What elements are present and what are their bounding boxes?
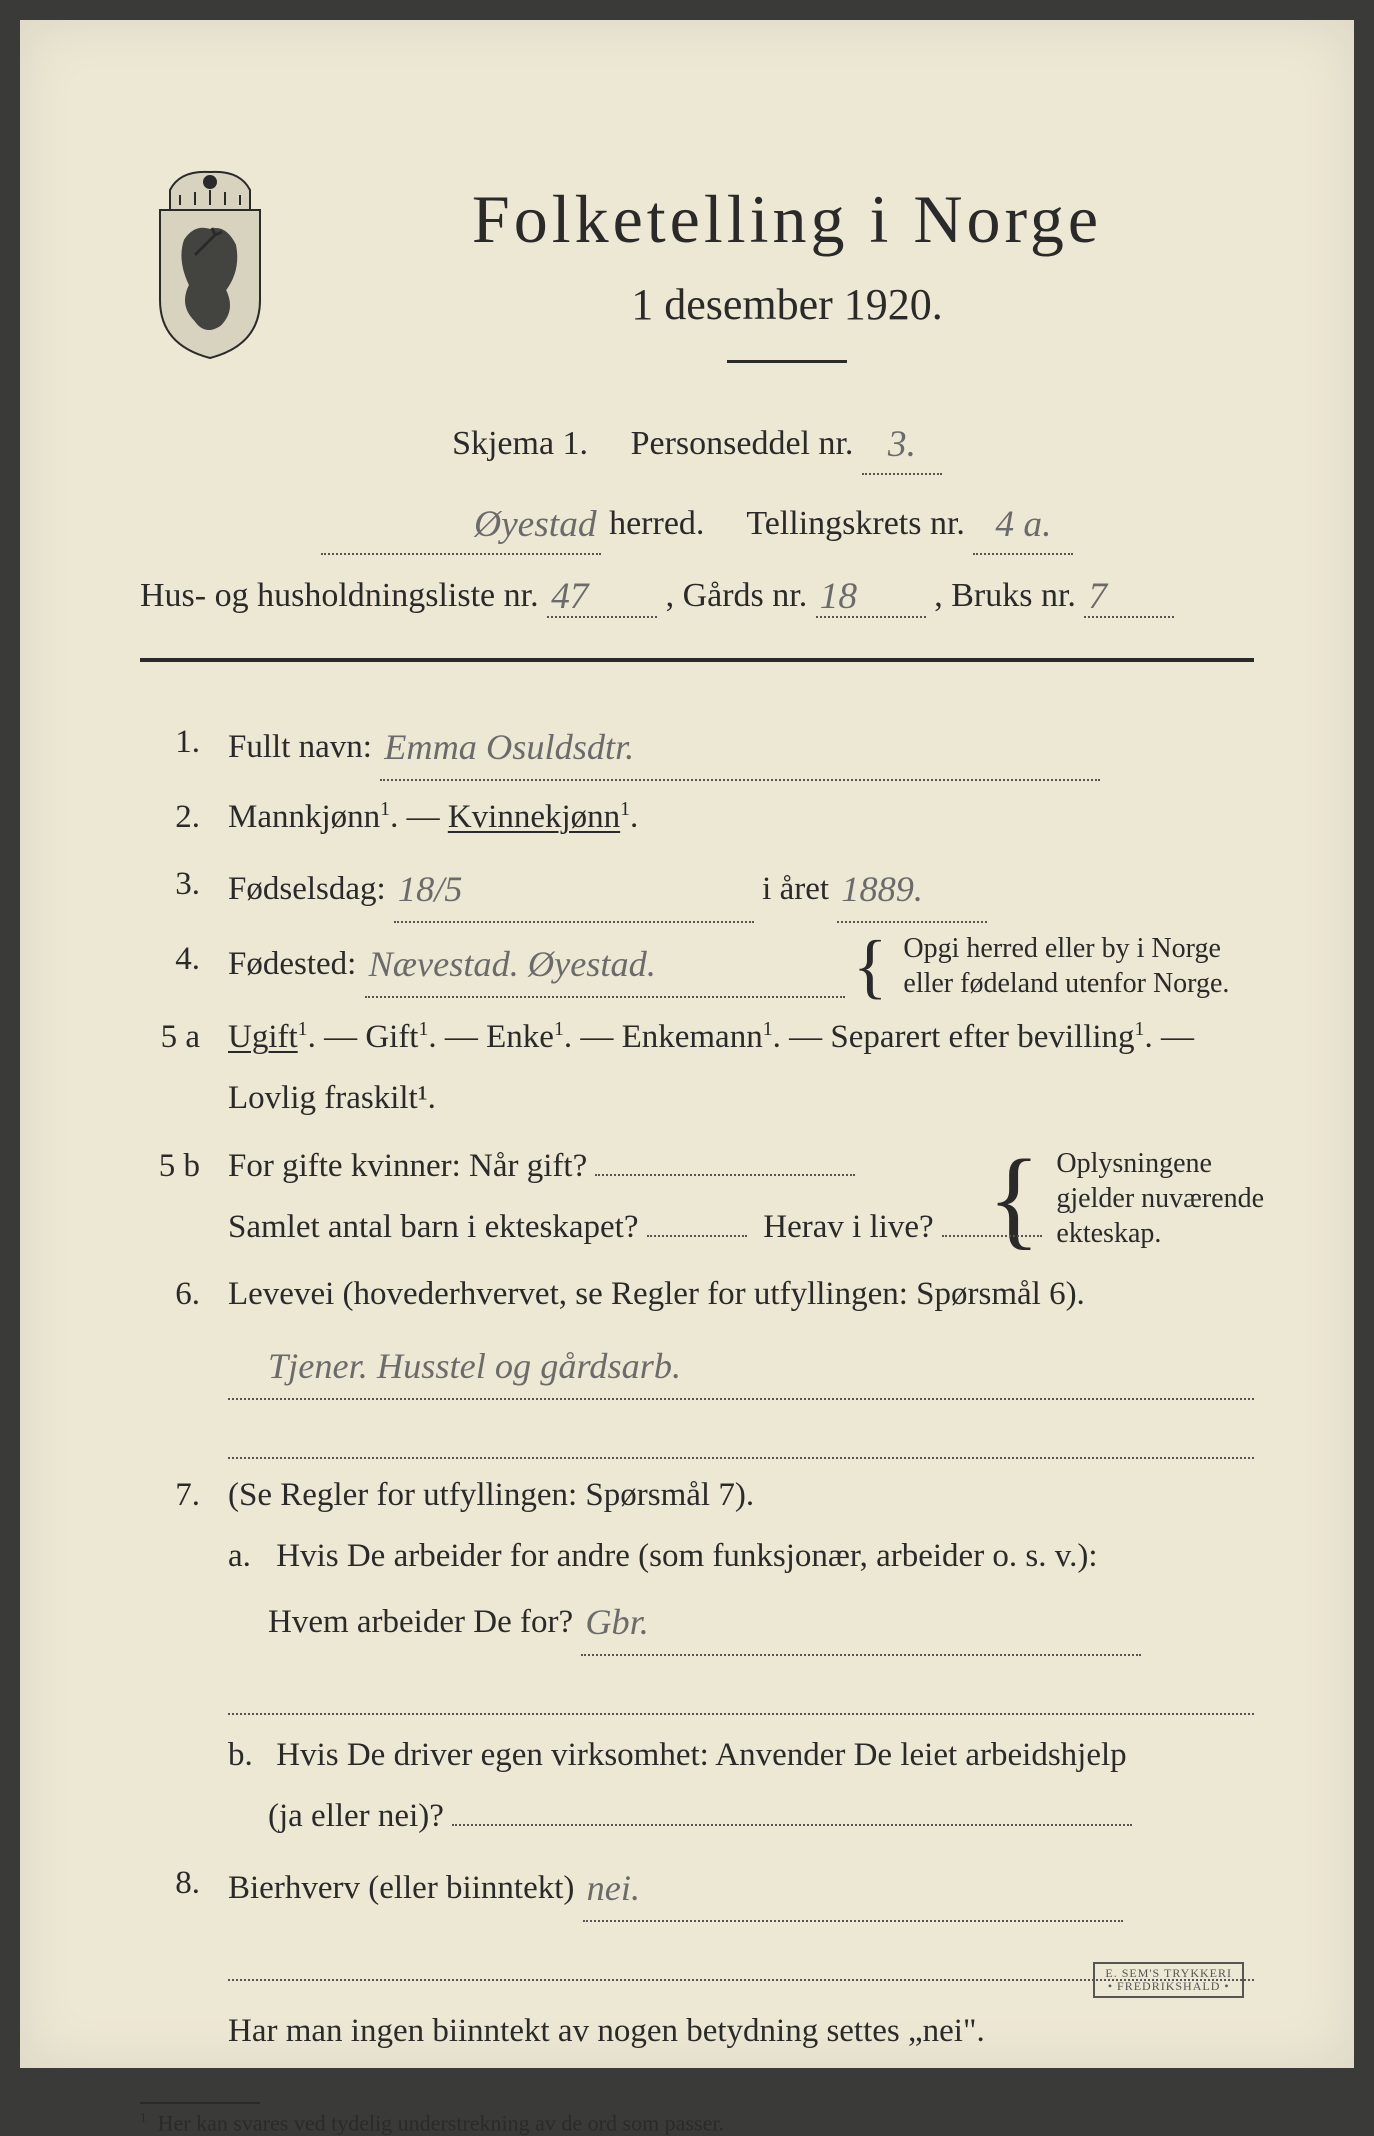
title-block: Folketelling i Norge 1 desember 1920.	[320, 160, 1254, 363]
q1: 1. Fullt navn: Emma Osuldsdtr.	[140, 712, 1254, 781]
footnote-text: Her kan svares ved tydelig understreknin…	[158, 2110, 724, 2135]
q4-num: 4.	[140, 929, 200, 1001]
q4-label: Fødested:	[228, 946, 356, 982]
q6-label: Levevei (hovederhvervet, se Regler for u…	[228, 1276, 1085, 1312]
q7a-value: Gbr.	[585, 1602, 649, 1642]
q3-year: 1889.	[841, 869, 923, 909]
page-subtitle: 1 desember 1920.	[320, 279, 1254, 330]
q6-value: Tjener. Husstel og gårdsarb.	[268, 1346, 681, 1386]
q4-brace: { Opgi herred eller by i Norge eller fød…	[853, 931, 1230, 1001]
hushold-line: Hus- og husholdningsliste nr. 47 , Gårds…	[140, 573, 1254, 618]
q1-num: 1.	[140, 712, 200, 781]
q6-blank-line	[228, 1406, 1254, 1459]
footnote-marker: 1	[140, 2110, 147, 2125]
gards-label: , Gårds nr.	[666, 577, 808, 614]
q2-sup1: 1	[380, 798, 390, 820]
q6: 6. Levevei (hovederhvervet, se Regler fo…	[140, 1264, 1254, 1325]
q5a-ugift: Ugift	[228, 1019, 298, 1055]
q2-num: 2.	[140, 787, 200, 848]
q2-label2: Kvinnekjønn	[448, 799, 620, 835]
q4-note1: Opgi herred eller by i Norge	[903, 933, 1221, 964]
personseddel-nr: 3.	[888, 424, 916, 465]
q3: 3. Fødselsdag: 18/5 i året 1889.	[140, 854, 1254, 923]
q7a-label2: Hvem arbeider De for?	[268, 1604, 573, 1640]
bruks-nr: 7	[1088, 576, 1107, 617]
q3-num: 3.	[140, 854, 200, 923]
hushold-label: Hus- og husholdningsliste nr.	[140, 577, 539, 614]
printer-line1: E. SEM'S TRYKKERI	[1105, 1967, 1232, 1980]
skjema-label: Skjema 1.	[452, 425, 588, 462]
q7b: b. Hvis De driver egen virksomhet: Anven…	[140, 1725, 1254, 1847]
census-form-page: Folketelling i Norge 1 desember 1920. Sk…	[20, 20, 1354, 2068]
q2-dash: —	[407, 799, 448, 835]
q7a-label: Hvis De arbeider for andre (som funksjon…	[276, 1538, 1097, 1574]
q3-day: 18/5	[398, 869, 463, 909]
q3-label: Fødselsdag:	[228, 871, 386, 907]
q4-value: Nævestad. Øyestad.	[369, 944, 656, 984]
footer-note: Har man ingen biinntekt av nogen betydni…	[228, 2001, 1254, 2062]
q1-label: Fullt navn:	[228, 729, 372, 765]
q5b-note3: ekteskap.	[1056, 1218, 1161, 1249]
q2-label1: Mannkjønn	[228, 799, 380, 835]
q7: 7. (Se Regler for utfyllingen: Spørsmål …	[140, 1465, 1254, 1656]
q5a: 5 a Ugift1. — Gift1. — Enke1. — Enkemann…	[140, 1007, 1254, 1129]
q7a-blank-line	[228, 1662, 1254, 1715]
hushold-nr: 47	[551, 576, 588, 617]
q4: 4. Fødested: Nævestad. Øyestad. { Opgi h…	[140, 929, 1254, 1001]
tellingskrets-label: Tellingskrets nr.	[746, 505, 965, 542]
q8: 8. Bierhverv (eller biinntekt) nei.	[140, 1853, 1254, 1922]
skjema-line: Skjema 1. Personseddel nr. 3.	[140, 413, 1254, 475]
q7-label: (Se Regler for utfyllingen: Spørsmål 7).	[228, 1477, 754, 1513]
q7a-letter: a.	[228, 1526, 268, 1587]
footnote: 1 Her kan svares ved tydelig understrekn…	[140, 2102, 1254, 2136]
printer-line2: • FREDRIKSHALD •	[1105, 1980, 1232, 1993]
q5a-opts2: Lovlig fraskilt¹.	[228, 1080, 436, 1116]
bruks-label: , Bruks nr.	[934, 577, 1076, 614]
q8-value: nei.	[587, 1868, 640, 1908]
questions: 1. Fullt navn: Emma Osuldsdtr. 2. Mannkj…	[140, 712, 1254, 2062]
q5b-label: For gifte kvinner: Når gift?	[228, 1148, 587, 1184]
herred-label: herred.	[609, 505, 704, 542]
herred-line: Øyestad herred. Tellingskrets nr. 4 a.	[140, 493, 1254, 555]
gards-nr: 18	[820, 576, 857, 617]
page-title: Folketelling i Norge	[320, 180, 1254, 259]
personseddel-label: Personseddel nr.	[631, 425, 854, 462]
footnote-rule	[140, 2102, 260, 2104]
divider-thick	[140, 658, 1254, 662]
q5b-note2: gjelder nuværende	[1056, 1183, 1264, 1214]
header: Folketelling i Norge 1 desember 1920.	[140, 160, 1254, 363]
q2-sup2: 1	[620, 798, 630, 820]
q6-answer: Tjener. Husstel og gårdsarb.	[228, 1331, 1254, 1400]
title-rule	[727, 360, 847, 363]
q5a-num: 5 a	[140, 1007, 200, 1129]
tellingskrets-nr: 4 a.	[995, 504, 1051, 545]
printer-stamp: E. SEM'S TRYKKERI • FREDRIKSHALD •	[1093, 1962, 1244, 1998]
q7b-label: Hvis De driver egen virksomhet: Anvender…	[276, 1737, 1126, 1773]
q5b: 5 b For gifte kvinner: Når gift? { Oplys…	[140, 1136, 1254, 1258]
q3-mid: i året	[762, 871, 829, 907]
q5b-num: 5 b	[140, 1136, 200, 1258]
q2: 2. Mannkjønn1. — Kvinnekjønn1.	[140, 787, 1254, 848]
meta-block: Skjema 1. Personseddel nr. 3. Øyestad he…	[140, 413, 1254, 555]
q6-num: 6.	[140, 1264, 200, 1325]
q4-note2: eller fødeland utenfor Norge.	[903, 968, 1229, 999]
q8-num: 8.	[140, 1853, 200, 1922]
q8-label: Bierhverv (eller biinntekt)	[228, 1870, 574, 1906]
q5b-label3: Herav i live?	[763, 1209, 933, 1245]
q5b-note1: Oplysningene	[1056, 1148, 1212, 1179]
herred-value: Øyestad	[474, 504, 597, 545]
q7-num: 7.	[140, 1465, 200, 1656]
q5b-label2: Samlet antal barn i ekteskapet?	[228, 1209, 639, 1245]
q7b-label2: (ja eller nei)?	[268, 1798, 444, 1834]
q7b-letter: b.	[228, 1725, 268, 1786]
coat-of-arms	[140, 160, 280, 360]
q1-value: Emma Osuldsdtr.	[384, 727, 634, 767]
